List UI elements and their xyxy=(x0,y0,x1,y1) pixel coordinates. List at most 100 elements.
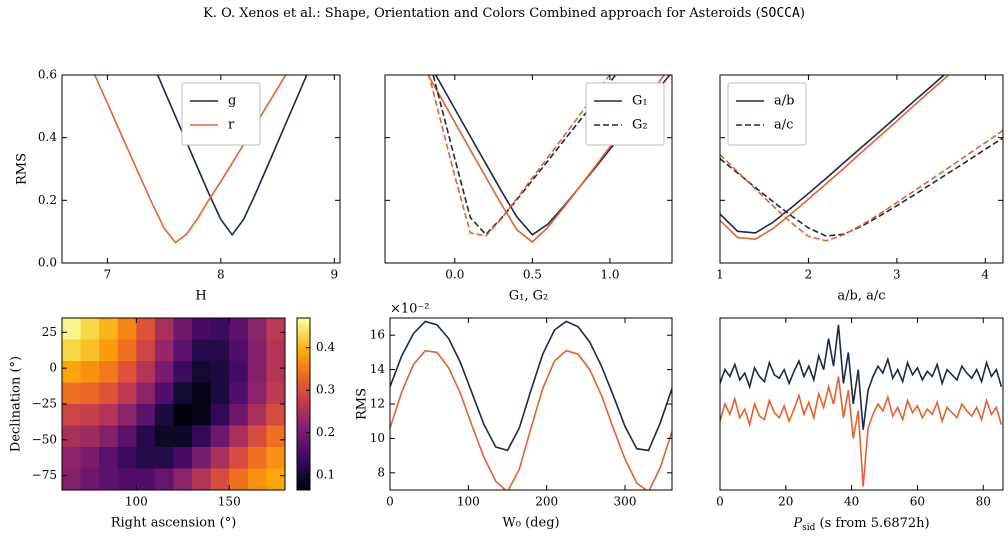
colorbar-step xyxy=(297,426,310,431)
series-line xyxy=(390,320,672,452)
legend-label: a/c xyxy=(774,118,793,133)
series-line xyxy=(390,349,672,490)
heat-cell xyxy=(210,361,230,383)
colorbar-step xyxy=(297,461,310,465)
colorbar-step xyxy=(297,404,310,408)
heat-cell xyxy=(266,318,286,340)
heat-cell xyxy=(192,425,212,448)
colorbar-step xyxy=(297,340,310,345)
colorbar-step xyxy=(297,363,310,368)
heat-cell xyxy=(210,425,230,448)
heat-cell xyxy=(266,425,286,448)
x-axis-label: W₀ (deg) xyxy=(502,516,559,531)
heat-cell xyxy=(80,339,100,362)
heat-cell xyxy=(62,361,82,383)
heat-cell xyxy=(136,447,156,469)
header-code: SOCCA xyxy=(761,6,800,21)
colorbar-step xyxy=(297,372,310,376)
colorbar-step xyxy=(297,487,310,491)
heat-cell xyxy=(80,447,100,469)
y-tick-label: −75 xyxy=(32,468,57,482)
x-tick-label: 200 xyxy=(535,495,558,509)
y-axis-label: RMS xyxy=(15,153,30,185)
heat-cell xyxy=(117,404,137,426)
colorbar-step xyxy=(297,406,310,411)
heat-cell xyxy=(62,382,82,405)
colorbar-step xyxy=(297,389,310,394)
colorbar-step xyxy=(297,458,310,462)
y-tick-label: 16 xyxy=(370,328,385,342)
heat-cell xyxy=(192,447,212,469)
y-tick-label: 0 xyxy=(49,361,57,375)
colorbar-step xyxy=(297,447,310,451)
colorbar-step xyxy=(297,381,310,385)
y-tick-label: 12 xyxy=(370,397,385,411)
y-tick-label: 0.4 xyxy=(38,130,57,144)
heat-cell xyxy=(117,447,137,469)
colorbar-step xyxy=(297,424,310,428)
x-axis-label: G₁, G₂ xyxy=(509,289,548,304)
series-line xyxy=(720,324,1003,430)
x-tick-label: 2 xyxy=(805,268,813,282)
x-tick-label: 0.0 xyxy=(445,268,464,282)
heat-cell xyxy=(117,425,137,448)
colorbar-step xyxy=(297,435,310,439)
heat-cell xyxy=(117,361,137,383)
heat-cell xyxy=(229,318,249,340)
heat-cell xyxy=(80,468,100,491)
colorbar-step xyxy=(297,392,310,396)
heat-cell xyxy=(99,318,119,340)
colorbar-step xyxy=(297,415,310,419)
legend-label: r xyxy=(228,118,235,133)
heat-cell xyxy=(154,339,174,362)
x-axis-label: Psid (s from 5.6872h) xyxy=(792,516,929,533)
x-tick-label: 150 xyxy=(218,495,241,509)
heat-cell xyxy=(173,339,193,362)
x-axis-label: Right ascension (°) xyxy=(111,516,237,531)
series-line xyxy=(428,75,611,237)
y-tick-label: −50 xyxy=(32,432,57,446)
heat-cell xyxy=(247,404,267,426)
colorbar-step xyxy=(297,378,310,382)
heat-cell xyxy=(192,339,212,362)
heat-cell xyxy=(247,468,267,491)
heat-cell xyxy=(136,468,156,491)
heat-cell xyxy=(210,339,230,362)
x-tick-label: 1.0 xyxy=(600,268,619,282)
heat-cell xyxy=(173,468,193,491)
series-line xyxy=(156,75,308,237)
axes-frame xyxy=(61,74,341,264)
colorbar-step xyxy=(297,469,310,474)
heat-cell xyxy=(210,447,230,469)
colorbar-step xyxy=(297,349,310,353)
heat-cell xyxy=(192,318,212,340)
legend-box xyxy=(181,82,261,146)
heat-cell xyxy=(229,339,249,362)
colorbar-step xyxy=(297,369,310,373)
heat-cell xyxy=(154,318,174,340)
colorbar-step xyxy=(297,449,310,454)
colorbar-step xyxy=(297,467,310,471)
heat-cell xyxy=(117,468,137,491)
heat-cell xyxy=(80,404,100,426)
x-label-main: P xyxy=(792,516,802,531)
series-line xyxy=(720,137,1003,237)
heat-cell xyxy=(210,382,230,405)
colorbar-step xyxy=(297,395,310,399)
heat-cell xyxy=(154,361,174,383)
heat-cell xyxy=(229,468,249,491)
colorbar-step xyxy=(297,412,310,416)
heat-cell xyxy=(80,425,100,448)
series-line xyxy=(720,75,950,241)
header-end: ) xyxy=(800,6,805,21)
colorbar-step xyxy=(297,452,310,457)
heat-cell xyxy=(173,447,193,469)
series-line xyxy=(720,129,1003,242)
colorbar-step xyxy=(297,398,310,402)
heat-cell xyxy=(154,404,174,426)
colorbar-step xyxy=(297,329,310,333)
heat-cell xyxy=(192,468,212,491)
heat-cell xyxy=(266,404,286,426)
heat-cell xyxy=(229,425,249,448)
